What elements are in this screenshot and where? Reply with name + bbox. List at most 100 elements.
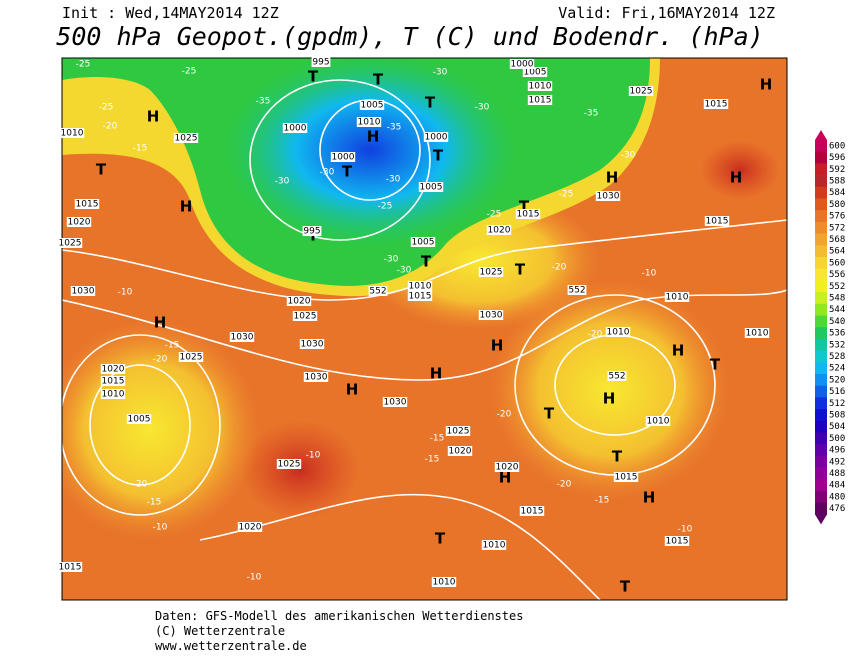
pressure-center: H xyxy=(672,342,685,360)
label-box xyxy=(100,389,126,399)
label-box xyxy=(70,286,96,296)
isobar-label: 1010 xyxy=(102,390,125,400)
isobar-label: 1015 xyxy=(102,377,125,387)
isobar-label: 1030 xyxy=(301,340,324,350)
label-box xyxy=(522,67,548,77)
legend-swatch xyxy=(815,432,827,445)
label-box xyxy=(605,327,631,337)
label-box xyxy=(100,364,126,374)
isobar-label: 1010 xyxy=(483,541,506,551)
isobar-label: 552 xyxy=(608,372,625,382)
legend-label: 584 xyxy=(829,188,845,198)
isobar-label: 1015 xyxy=(706,217,729,227)
pressure-center: H xyxy=(606,169,619,187)
label-box xyxy=(515,209,541,219)
isobar-label: 1010 xyxy=(409,282,432,292)
pressure-center: T xyxy=(620,578,631,596)
isobar-label: 1010 xyxy=(433,578,456,588)
isobar-label: 1005 xyxy=(412,238,435,248)
legend-label: 536 xyxy=(829,329,845,339)
pressure-center: H xyxy=(346,381,359,399)
temperature-label: -30 xyxy=(397,266,412,276)
legend-label: 540 xyxy=(829,317,845,327)
isobar-label: 1000 xyxy=(284,124,307,134)
isobar-label: 1020 xyxy=(488,226,511,236)
legend-arrow xyxy=(815,130,827,140)
isobar-label: 1020 xyxy=(68,218,91,228)
legend-label: 508 xyxy=(829,410,845,420)
temperature-label: -10 xyxy=(678,525,693,535)
legend-swatch xyxy=(815,455,827,468)
isobar-label: 1010 xyxy=(61,129,84,139)
isobar-label: 1015 xyxy=(517,210,540,220)
legend-label: 588 xyxy=(829,176,845,186)
isobar-label: 1025 xyxy=(180,353,203,363)
temperature-label: -20 xyxy=(103,122,118,132)
shade xyxy=(700,140,780,200)
label-box xyxy=(407,281,433,291)
temperature-label: -25 xyxy=(76,60,91,70)
isobar-label: 1005 xyxy=(420,183,443,193)
isobar-label: 552 xyxy=(568,286,585,296)
temperature-label: -30 xyxy=(433,68,448,78)
isobar-label: 1030 xyxy=(597,192,620,202)
pressure-center: H xyxy=(603,390,616,408)
label-box xyxy=(126,414,152,424)
legend-label: 592 xyxy=(829,165,845,175)
isobar-label: 1000 xyxy=(511,60,534,70)
isobar-label: 1020 xyxy=(449,447,472,457)
temperature-label: -10 xyxy=(306,451,321,461)
label-box xyxy=(607,371,627,381)
legend-label: 560 xyxy=(829,258,845,268)
legend-swatch xyxy=(815,186,827,199)
legend-label: 492 xyxy=(829,457,845,467)
label-box xyxy=(286,296,312,306)
temperature-label: -10 xyxy=(153,523,168,533)
map xyxy=(62,58,787,600)
legend-arrow xyxy=(815,514,827,525)
temperature-label: -10 xyxy=(118,288,133,298)
legend-swatch xyxy=(815,397,827,410)
isobar-label: 1000 xyxy=(332,153,355,163)
legend-label: 500 xyxy=(829,434,845,444)
temperature-label: -15 xyxy=(425,455,440,465)
pressure-center: T xyxy=(519,198,530,216)
label-box xyxy=(100,376,126,386)
legend-swatch xyxy=(815,479,827,492)
label-box xyxy=(744,328,770,338)
legend-swatch xyxy=(815,420,827,433)
label-box xyxy=(66,217,92,227)
label-box xyxy=(382,397,408,407)
legend-swatch xyxy=(815,374,827,386)
pressure-center: H xyxy=(367,128,380,146)
isobar-label: 1005 xyxy=(128,415,151,425)
legend-label: 496 xyxy=(829,446,845,456)
legend-swatch xyxy=(815,257,827,269)
isobar-label: 1010 xyxy=(666,293,689,303)
isobar-label: 1000 xyxy=(425,133,448,143)
label-box xyxy=(292,311,318,321)
label-box xyxy=(478,267,504,277)
legend-label: 564 xyxy=(829,247,845,257)
label-box xyxy=(368,286,388,296)
legend-swatch xyxy=(815,338,827,351)
legend-label: 484 xyxy=(829,481,845,491)
valid-time: Valid: Fri,16MAY2014 12Z xyxy=(558,4,775,22)
temperature-label: -25 xyxy=(487,210,502,220)
isobar-label: 1015 xyxy=(666,537,689,547)
legend-label: 488 xyxy=(829,469,845,479)
temperature-label: -30 xyxy=(621,151,636,161)
legend-label: 596 xyxy=(829,153,845,163)
legend-swatch xyxy=(815,175,827,188)
footer-line: Daten: GFS-Modell des amerikanischen Wet… xyxy=(155,609,523,623)
legend-swatch xyxy=(815,385,827,398)
temperature-label: -30 xyxy=(475,103,490,113)
isobar-label: 1015 xyxy=(521,507,544,517)
label-box xyxy=(628,86,654,96)
label-box xyxy=(276,459,302,469)
label-box xyxy=(410,237,436,247)
temperature-label: -30 xyxy=(386,175,401,185)
label-box xyxy=(74,199,100,209)
label-box xyxy=(407,291,433,301)
temperature-label: -10 xyxy=(247,573,262,583)
